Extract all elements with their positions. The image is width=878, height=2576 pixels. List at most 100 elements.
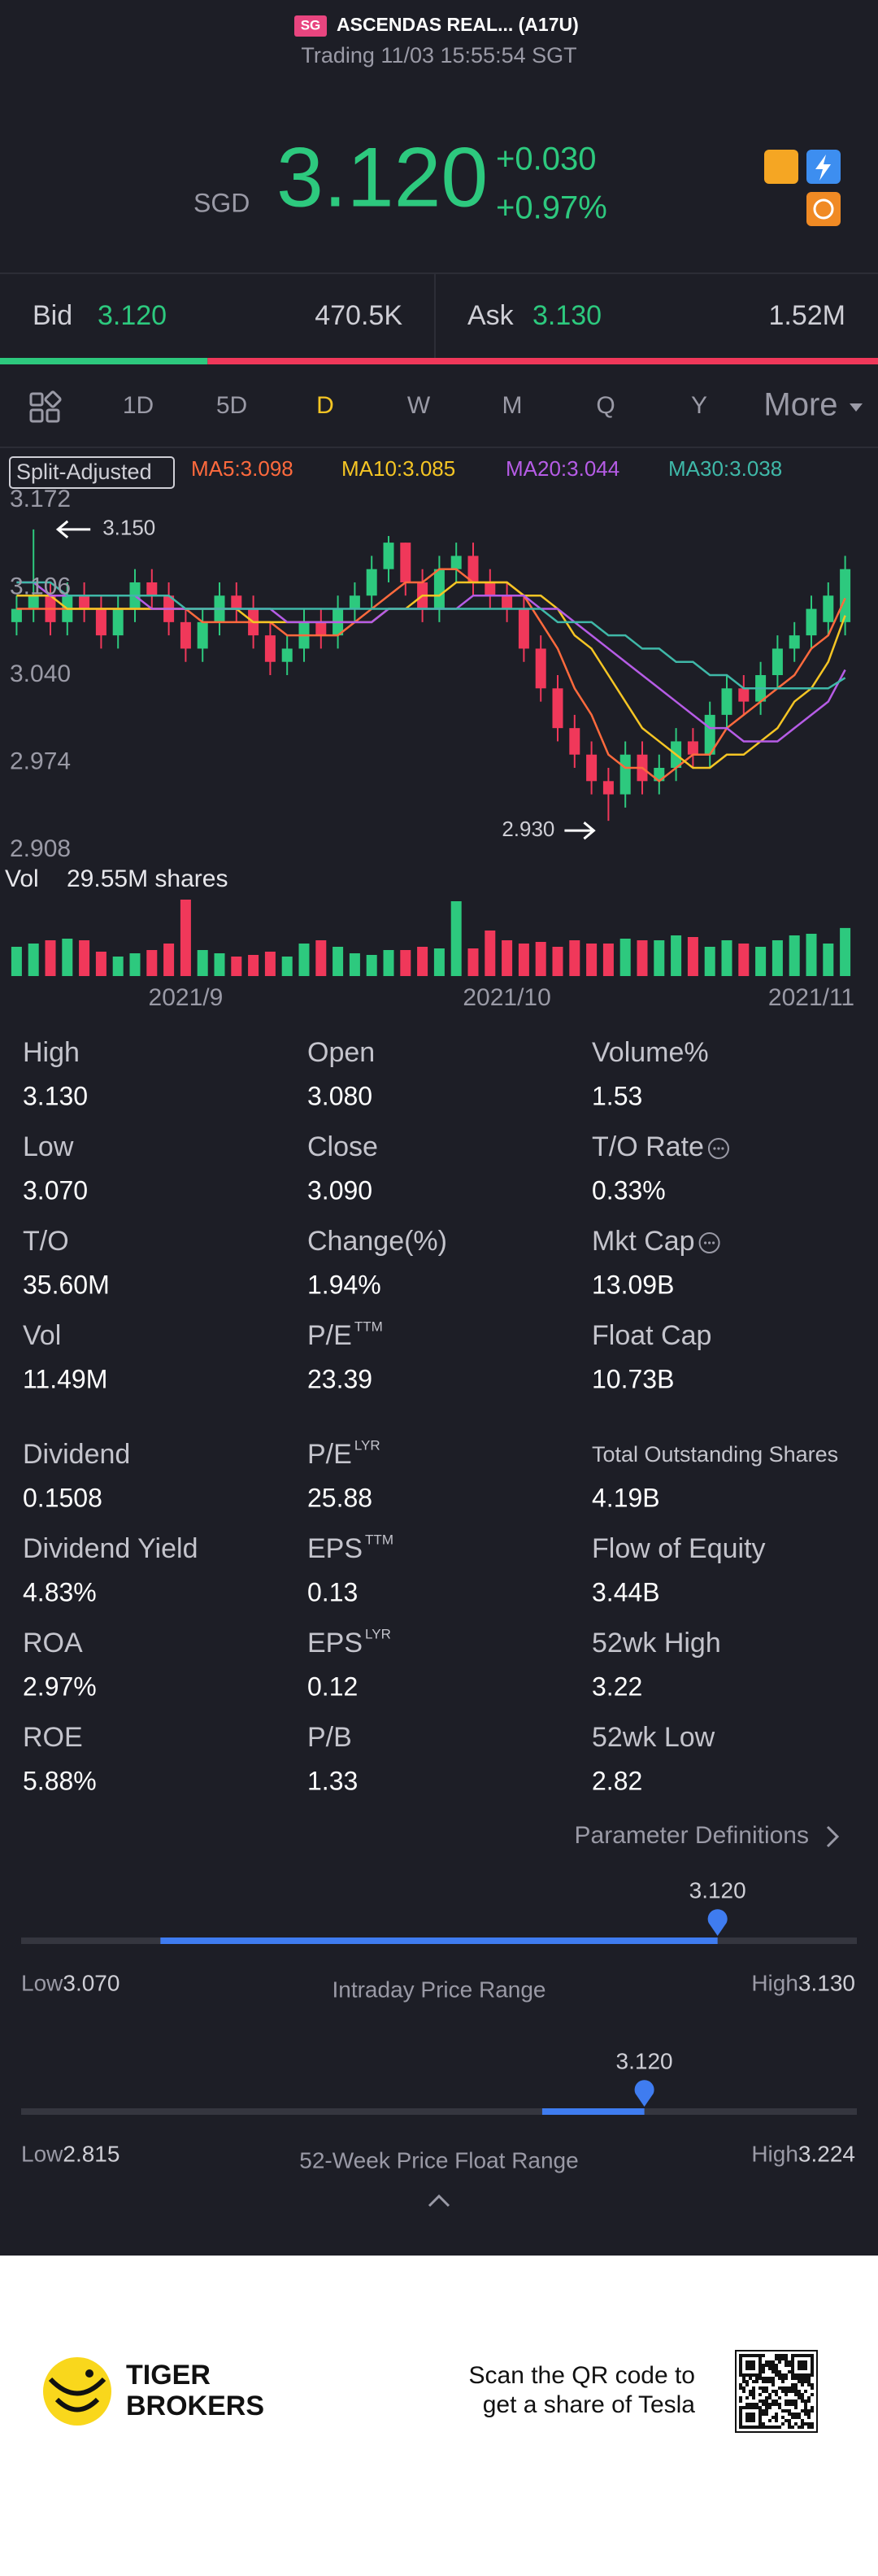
qr-module — [749, 2413, 752, 2416]
qr-module — [739, 2367, 742, 2370]
more-tab[interactable]: More — [763, 387, 837, 423]
qr-module — [739, 2396, 742, 2399]
qr-module — [752, 2390, 755, 2393]
qr-module — [811, 2373, 814, 2377]
collapse-chevron[interactable] — [428, 2194, 450, 2208]
qr-module — [778, 2377, 781, 2380]
qr-module — [749, 2377, 752, 2380]
info-icon[interactable] — [707, 1138, 729, 1159]
qr-module — [762, 2390, 765, 2393]
qr-module — [807, 2413, 811, 2416]
period-tab[interactable]: 5D — [216, 392, 247, 419]
qr-module — [801, 2393, 804, 2396]
qr-module — [765, 2360, 768, 2364]
info-icon[interactable] — [698, 1232, 720, 1253]
qr-module — [745, 2413, 749, 2416]
volume-bar — [129, 953, 141, 976]
qr-module — [778, 2360, 781, 2364]
logo — [43, 2357, 111, 2426]
qr-module — [765, 2409, 768, 2413]
qr-module — [807, 2399, 811, 2403]
stat-value: 23.39 — [307, 1364, 372, 1393]
stat-label: High — [23, 1037, 80, 1068]
period-tab[interactable]: D — [316, 392, 334, 419]
qr-module — [762, 2354, 765, 2357]
qr-module — [801, 2426, 804, 2429]
qr-module — [765, 2413, 768, 2416]
stat-value: 3.090 — [307, 1175, 372, 1205]
more-caret — [850, 403, 863, 412]
qr-module — [758, 2413, 762, 2416]
stat-label-sup: TTM — [365, 1532, 393, 1547]
candle-body — [586, 754, 598, 782]
period-tab[interactable]: W — [407, 392, 431, 419]
qr-module — [755, 2377, 758, 2380]
candle-body — [112, 608, 124, 636]
stat-value: 0.12 — [307, 1672, 358, 1701]
stat-label-sup: LYR — [354, 1437, 380, 1453]
volume-bar — [264, 952, 276, 976]
volume-bar — [281, 957, 293, 976]
qr-module — [788, 2426, 791, 2429]
qr-module — [768, 2406, 772, 2409]
y-tick-label: 3.040 — [10, 660, 71, 687]
qr-module — [745, 2367, 749, 2370]
volume-bar — [383, 950, 394, 976]
volume-bar — [450, 901, 462, 976]
candle-body — [502, 595, 513, 609]
volume-bar — [552, 947, 563, 976]
volume-bar — [755, 947, 767, 976]
qr-module — [798, 2367, 801, 2370]
qr-module — [811, 2367, 814, 2370]
qr-module — [775, 2403, 778, 2406]
candle-body — [789, 635, 800, 649]
qr-module — [788, 2364, 791, 2367]
period-tab[interactable]: Q — [596, 392, 615, 419]
qr-module — [742, 2354, 745, 2357]
candle-body — [231, 595, 242, 609]
qr-module — [781, 2380, 785, 2383]
volume-label: Vol — [5, 865, 39, 892]
candle-body — [315, 621, 327, 636]
badge — [294, 15, 327, 37]
period-tab[interactable]: Y — [691, 392, 707, 419]
period-tab[interactable]: M — [502, 392, 523, 419]
layout-icon[interactable] — [29, 390, 62, 423]
stat-value: 4.19B — [592, 1483, 660, 1512]
qr-module — [752, 2373, 755, 2377]
qr-module — [758, 2393, 762, 2396]
qr-module — [798, 2396, 801, 2399]
period-tab[interactable]: 1D — [123, 392, 154, 419]
stat-value: 4.83% — [23, 1577, 97, 1606]
volume-bar — [45, 940, 56, 976]
qr-module — [778, 2386, 781, 2390]
definitions-link[interactable]: Parameter Definitions — [575, 1822, 809, 1849]
icon-dollar[interactable] — [764, 150, 798, 184]
stat-label: Change(%) — [307, 1226, 447, 1257]
qr-module — [785, 2403, 788, 2406]
candle-body — [806, 608, 817, 636]
volume-bar — [806, 934, 817, 976]
trading-status: Trading 11/03 15:55:54 SGT — [301, 43, 576, 68]
max-arrow — [55, 520, 91, 538]
qr-module — [745, 2403, 749, 2406]
qr-module — [788, 2422, 791, 2426]
chevron-right[interactable] — [826, 1825, 840, 1848]
qr-module — [811, 2370, 814, 2373]
icon-orange[interactable] — [806, 192, 841, 226]
qr-module — [765, 2377, 768, 2380]
qr-module — [775, 2413, 778, 2416]
qr-module — [775, 2364, 778, 2367]
qr-module — [762, 2380, 765, 2383]
qr-module — [758, 2354, 762, 2357]
qr-module — [739, 2422, 742, 2426]
stat-label-sup: LYR — [365, 1626, 391, 1641]
qr-module — [791, 2426, 794, 2429]
qr-module — [768, 2396, 772, 2399]
stat-label: Mkt Cap — [592, 1226, 695, 1257]
qr-module — [804, 2422, 807, 2426]
bid-label: Bid — [33, 300, 72, 331]
qr-module — [772, 2416, 775, 2419]
qr-modules — [739, 2354, 814, 2429]
qr-module — [745, 2360, 749, 2364]
